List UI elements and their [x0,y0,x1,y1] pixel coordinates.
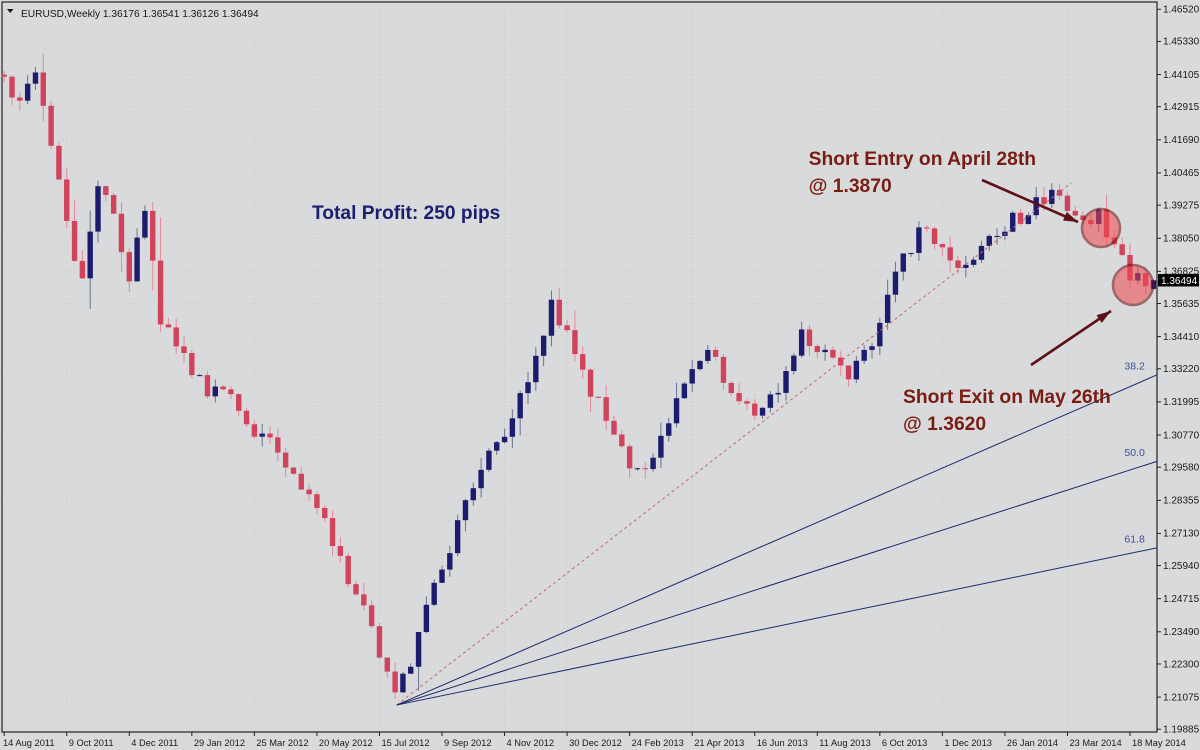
svg-text:26 Jan 2014: 26 Jan 2014 [1007,738,1058,748]
svg-text:21 Apr 2013: 21 Apr 2013 [694,738,744,748]
svg-text:1 Dec 2013: 1 Dec 2013 [944,738,992,748]
svg-text:1.39275: 1.39275 [1163,200,1200,211]
svg-text:1.31995: 1.31995 [1163,397,1200,408]
svg-text:1.24715: 1.24715 [1163,594,1200,605]
svg-text:EURUSD,Weekly 1.36176 1.36541: EURUSD,Weekly 1.36176 1.36541 1.36126 1.… [21,9,259,20]
svg-text:1.25940: 1.25940 [1163,561,1200,572]
svg-text:@ 1.3870: @ 1.3870 [809,176,892,197]
svg-text:4 Dec 2011: 4 Dec 2011 [131,738,178,748]
svg-text:23 Mar 2014: 23 Mar 2014 [1069,738,1121,748]
svg-text:@ 1.3620: @ 1.3620 [903,414,986,435]
svg-text:1.41690: 1.41690 [1163,135,1200,146]
svg-text:20 May 2012: 20 May 2012 [319,738,373,748]
svg-text:29 Jan 2012: 29 Jan 2012 [194,738,245,748]
svg-text:1.33220: 1.33220 [1163,364,1200,375]
svg-text:1.36494: 1.36494 [1161,276,1198,287]
svg-text:1.23490: 1.23490 [1163,627,1200,638]
svg-text:1.21075: 1.21075 [1163,692,1200,703]
svg-text:14 Aug 2011: 14 Aug 2011 [3,738,55,748]
svg-text:16 Jun 2013: 16 Jun 2013 [757,738,808,748]
svg-text:24 Feb 2013: 24 Feb 2013 [632,738,684,748]
svg-text:1.35635: 1.35635 [1163,299,1200,310]
svg-text:Short Entry on April 28th: Short Entry on April 28th [809,149,1036,170]
svg-text:1.42915: 1.42915 [1163,102,1200,113]
svg-text:1.38050: 1.38050 [1163,234,1200,245]
svg-text:50.0: 50.0 [1124,447,1145,459]
svg-text:4 Nov 2012: 4 Nov 2012 [507,738,555,748]
svg-text:Short Exit on May 26th: Short Exit on May 26th [903,387,1111,408]
svg-text:9 Sep 2012: 9 Sep 2012 [444,738,492,748]
svg-text:1.29580: 1.29580 [1163,462,1200,473]
svg-text:1.46520: 1.46520 [1163,5,1200,16]
svg-text:1.40465: 1.40465 [1163,168,1200,179]
svg-text:1.34410: 1.34410 [1163,332,1200,343]
svg-text:15 Jul 2012: 15 Jul 2012 [381,738,429,748]
svg-text:9 Oct 2011: 9 Oct 2011 [69,738,114,748]
svg-text:18 May 2014: 18 May 2014 [1132,738,1186,748]
svg-text:1.22300: 1.22300 [1163,659,1200,670]
svg-text:30 Dec 2012: 30 Dec 2012 [569,738,622,748]
svg-text:1.44105: 1.44105 [1163,70,1200,81]
svg-text:38.2: 38.2 [1124,361,1145,373]
svg-text:1.45330: 1.45330 [1163,37,1200,48]
svg-text:Total Profit: 250 pips: Total Profit: 250 pips [312,203,500,224]
svg-text:1.30770: 1.30770 [1163,430,1200,441]
svg-text:61.8: 61.8 [1124,534,1145,546]
svg-text:1.28355: 1.28355 [1163,496,1200,507]
svg-text:11 Aug 2013: 11 Aug 2013 [819,738,871,748]
svg-text:25 Mar 2012: 25 Mar 2012 [256,738,308,748]
svg-text:1.19885: 1.19885 [1163,725,1200,736]
svg-text:6 Oct 2013: 6 Oct 2013 [882,738,927,748]
svg-text:1.27130: 1.27130 [1163,529,1200,540]
